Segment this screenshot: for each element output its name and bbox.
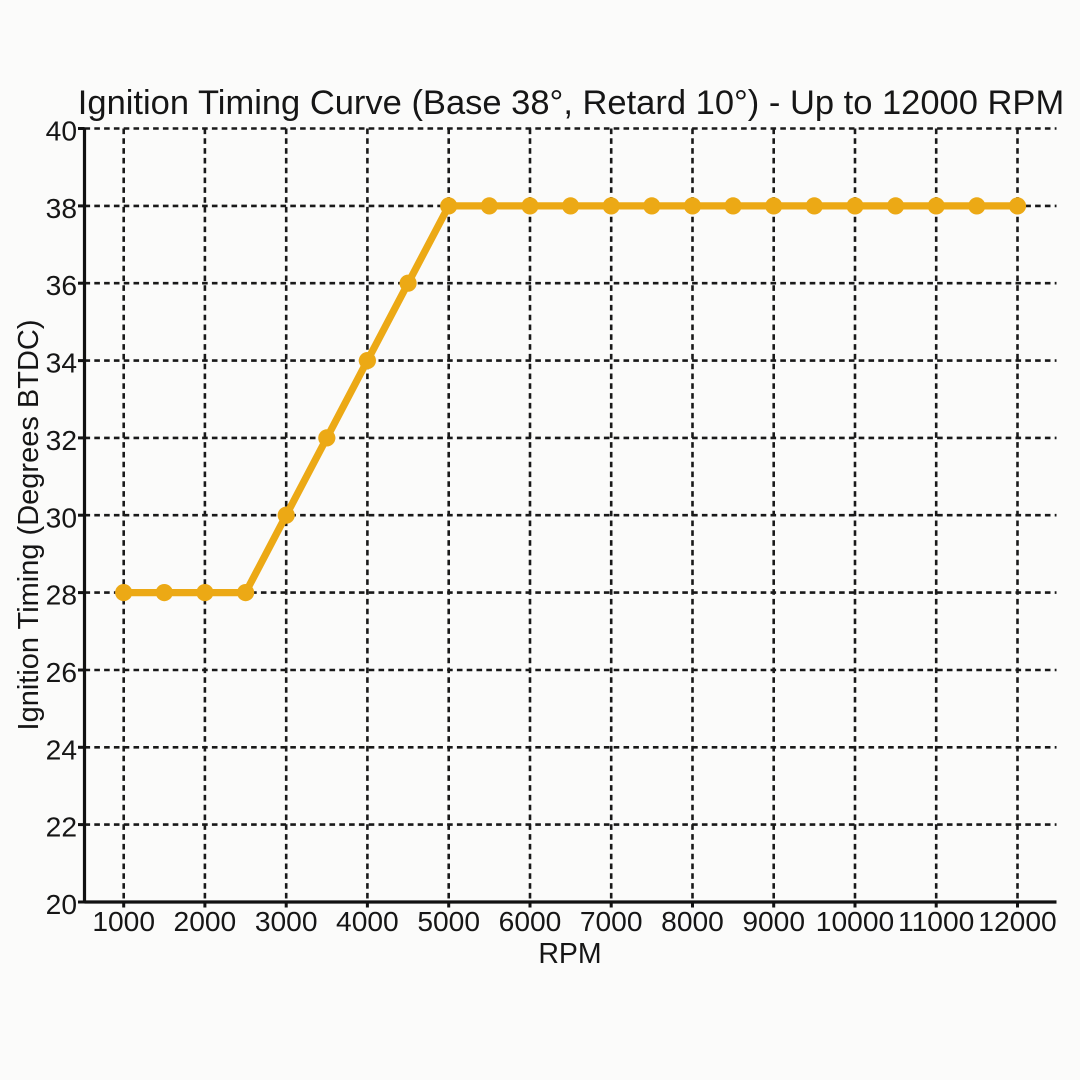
- svg-text:22: 22: [46, 811, 77, 843]
- svg-text:Ignition Timing (Degrees BTDC): Ignition Timing (Degrees BTDC): [13, 320, 45, 731]
- svg-text:9000: 9000: [742, 905, 805, 937]
- svg-text:7000: 7000: [580, 905, 643, 937]
- svg-text:28: 28: [46, 579, 77, 611]
- svg-text:3000: 3000: [255, 905, 318, 937]
- svg-text:32: 32: [46, 424, 77, 456]
- svg-text:38: 38: [46, 192, 77, 224]
- svg-text:4000: 4000: [336, 905, 399, 937]
- svg-text:1000: 1000: [92, 905, 155, 937]
- svg-text:6000: 6000: [499, 905, 562, 937]
- svg-text:Ignition Timing Curve (Base 38: Ignition Timing Curve (Base 38°, Retard …: [78, 84, 1064, 122]
- svg-text:34: 34: [46, 347, 77, 379]
- svg-text:RPM: RPM: [538, 938, 601, 970]
- svg-text:12000: 12000: [978, 905, 1056, 937]
- svg-text:30: 30: [46, 501, 77, 533]
- svg-text:5000: 5000: [417, 905, 480, 937]
- svg-text:36: 36: [46, 269, 77, 301]
- svg-text:20: 20: [46, 888, 77, 920]
- svg-text:10000: 10000: [816, 905, 894, 937]
- svg-text:8000: 8000: [661, 905, 724, 937]
- svg-text:11000: 11000: [898, 905, 974, 937]
- svg-text:2000: 2000: [174, 905, 237, 937]
- svg-text:40: 40: [46, 115, 77, 147]
- svg-text:26: 26: [46, 656, 77, 688]
- svg-text:24: 24: [46, 733, 77, 765]
